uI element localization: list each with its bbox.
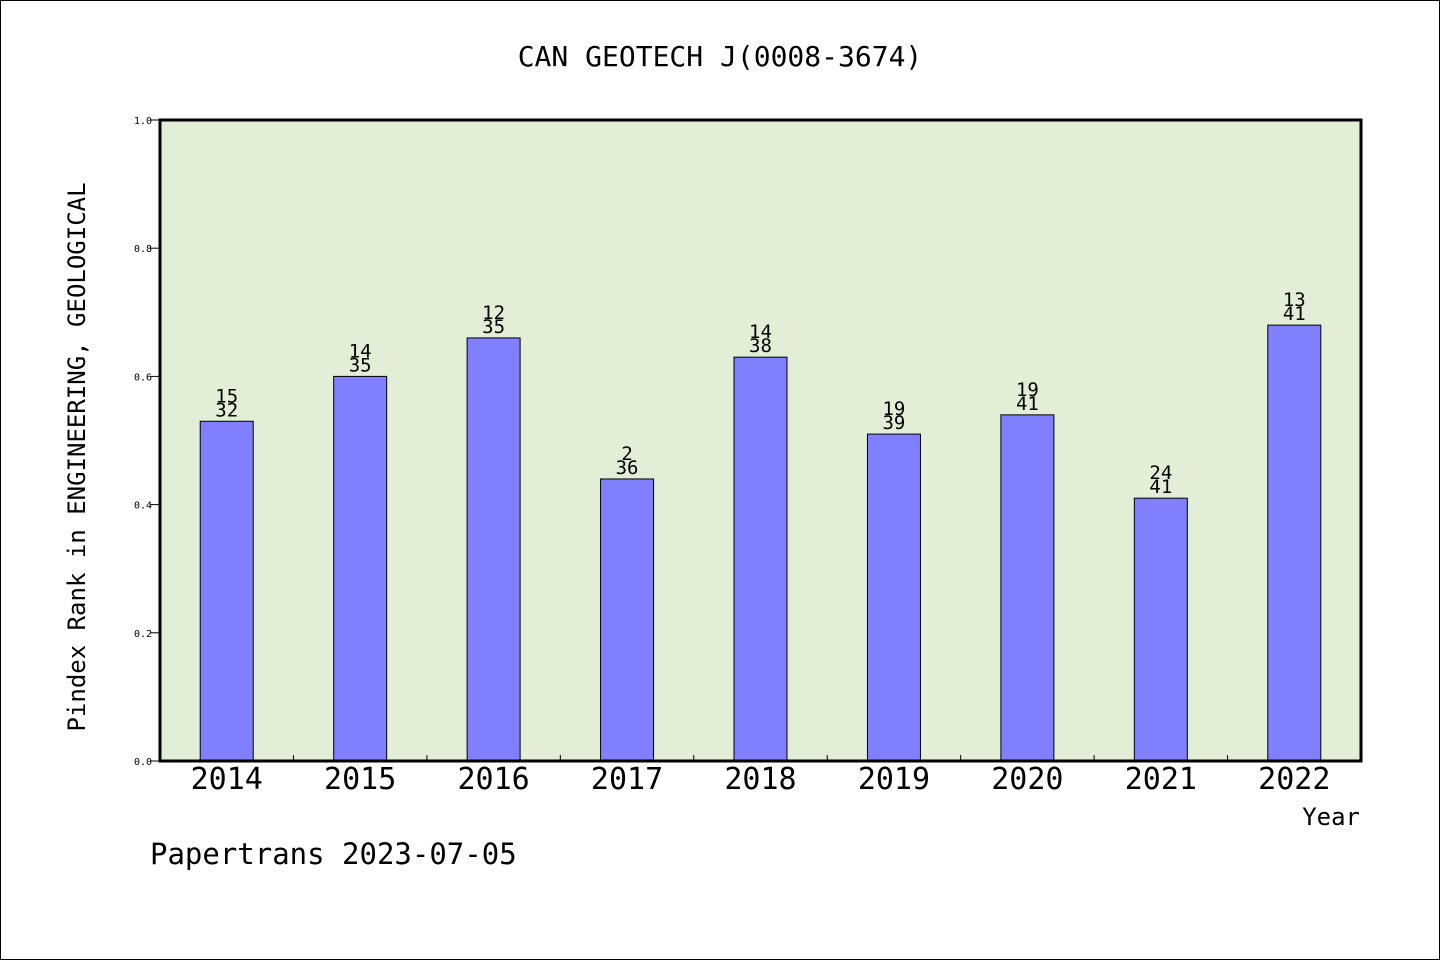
bar-label-bottom: 32	[215, 399, 238, 421]
bar-label-top: 19	[1016, 379, 1039, 401]
bar-label-bottom: 36	[616, 457, 639, 479]
bar-label-bottom: 41	[1149, 476, 1172, 498]
bar-label-top: 13	[1283, 289, 1306, 311]
x-tick-label: 2014	[191, 762, 263, 797]
x-axis-label: Year	[1302, 803, 1360, 831]
x-tick-label: 2017	[591, 762, 663, 797]
x-tick-label: 2016	[457, 762, 529, 797]
bar-2017	[600, 478, 655, 762]
source-footer: Papertrans 2023-07-05	[150, 837, 517, 871]
bar-label-top: 2	[621, 443, 632, 465]
bar-2020	[1000, 414, 1055, 762]
bar-2016	[466, 337, 521, 762]
y-axis: 0.0 0.2 0.4 0.6 0.8 1.0	[134, 116, 160, 768]
y-tick-label: 0.0	[134, 757, 152, 768]
bar-2021	[1133, 497, 1188, 762]
x-tick-label: 2021	[1125, 762, 1197, 797]
y-tick-label: 1.0	[134, 116, 152, 127]
bar-label-top: 14	[349, 340, 372, 362]
bar-2014	[199, 420, 254, 762]
bar-label-bottom: 39	[882, 412, 905, 434]
y-axis-label: Pindex Rank in ENGINEERING, GEOLOGICAL	[63, 182, 91, 731]
bar-label-bottom: 41	[1283, 303, 1306, 325]
bar-2019	[866, 433, 921, 762]
y-tick-label: 0.6	[134, 372, 152, 383]
x-tick-label: 2019	[858, 762, 930, 797]
chart-title: CAN GEOTECH J(0008-3674)	[518, 40, 923, 73]
x-axis: 2014 2015 2016 2017 2018 2019 2020 2021 2022	[191, 755, 1330, 797]
bar-2015	[333, 375, 388, 762]
bar-2022	[1267, 324, 1322, 762]
x-tick-label: 2022	[1258, 762, 1330, 797]
y-tick-label: 0.4	[134, 501, 152, 512]
bar-label-top: 24	[1149, 462, 1172, 484]
plot-border	[158, 118, 1363, 763]
y-tick-label: 0.8	[134, 244, 152, 255]
bar-label-bottom: 35	[349, 354, 372, 376]
bar-label-top: 14	[749, 321, 772, 343]
x-tick-label: 2015	[324, 762, 396, 797]
bar-label-top: 15	[215, 385, 238, 407]
x-tick-label: 2018	[724, 762, 796, 797]
bar-label-bottom: 41	[1016, 393, 1039, 415]
bar-label-top: 12	[482, 302, 505, 324]
bar-2018	[733, 356, 788, 762]
y-tick-label: 0.2	[134, 629, 152, 640]
x-tick-label: 2020	[991, 762, 1063, 797]
bar-label-bottom: 35	[482, 316, 505, 338]
bar-label-top: 19	[882, 398, 905, 420]
bar-label-bottom: 38	[749, 335, 772, 357]
